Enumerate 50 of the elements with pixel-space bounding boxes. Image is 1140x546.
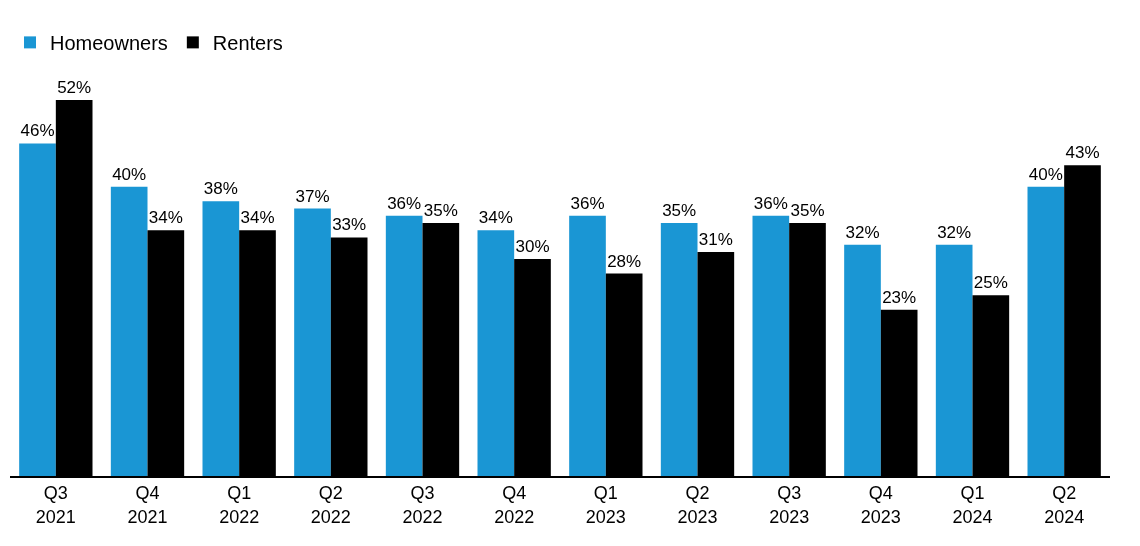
data-label: 30%	[515, 237, 550, 257]
bar	[935, 244, 973, 476]
data-label: 32%	[937, 222, 972, 242]
data-label: 34%	[478, 208, 513, 228]
data-label: 34%	[240, 208, 275, 228]
data-label: 46%	[20, 121, 55, 141]
bar	[752, 215, 790, 476]
legend-label: Homeowners	[50, 32, 168, 55]
x-tick-label: Q3 2021	[35, 483, 76, 527]
x-tick-label: Q4 2022	[494, 483, 535, 527]
x-tick-label: Q4 2021	[127, 483, 168, 527]
data-label: 28%	[607, 251, 642, 271]
bar	[294, 208, 331, 476]
x-tick-label: Q1 2023	[585, 483, 626, 527]
data-label: 35%	[790, 200, 825, 220]
bar	[660, 222, 698, 476]
bar	[844, 244, 881, 476]
data-label: 32%	[845, 222, 880, 242]
data-label: 36%	[753, 193, 788, 213]
bar	[110, 186, 148, 476]
data-label: 35%	[662, 200, 697, 220]
data-label: 38%	[203, 179, 238, 199]
bar	[19, 143, 56, 476]
data-label: 36%	[570, 193, 605, 213]
bar	[202, 201, 240, 476]
data-label: 25%	[973, 273, 1008, 293]
bar	[477, 230, 515, 476]
x-tick-label: Q1 2022	[219, 483, 260, 527]
data-label: 37%	[295, 186, 330, 206]
data-label: 40%	[1028, 164, 1063, 184]
x-tick-label: Q1 2024	[952, 483, 993, 527]
data-label: 35%	[423, 200, 458, 220]
bar	[385, 215, 423, 476]
data-label: 36%	[387, 193, 422, 213]
legend-label: Renters	[212, 32, 283, 55]
x-tick-label: Q2 2024	[1044, 483, 1085, 527]
data-label: 23%	[882, 287, 917, 307]
data-label: 40%	[112, 164, 147, 184]
x-tick-label: Q2 2023	[677, 483, 718, 527]
bar	[569, 215, 606, 476]
x-tick-label: Q2 2022	[310, 483, 351, 527]
x-tick-label: Q3 2022	[402, 483, 443, 527]
data-label: 52%	[57, 78, 92, 98]
data-label: 43%	[1065, 143, 1100, 163]
data-label: 31%	[698, 229, 733, 249]
data-label: 34%	[148, 208, 183, 228]
x-tick-label: Q3 2023	[769, 483, 810, 527]
x-tick-label: Q4 2023	[860, 483, 901, 527]
bar	[1027, 186, 1065, 476]
data-label: 33%	[332, 215, 367, 235]
